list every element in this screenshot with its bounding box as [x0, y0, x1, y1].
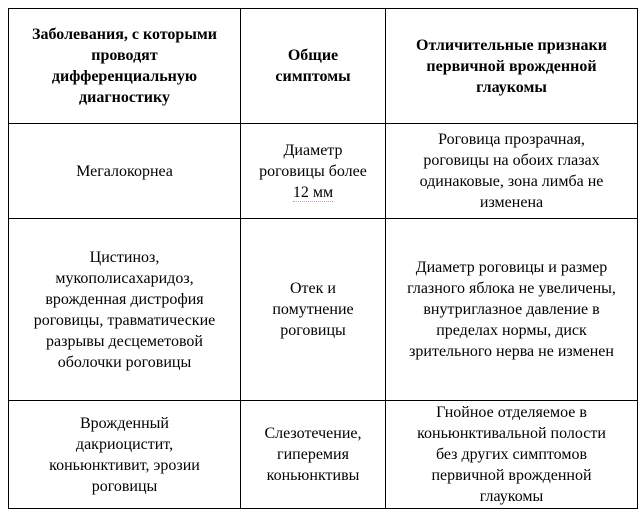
signs-cell: Роговица прозрачная, роговицы на обоих г…	[385, 123, 638, 219]
disease-cell: Цистиноз, мукополисахаридоз, врожденная …	[8, 218, 241, 401]
disease-cell: Врожденный дакриоцистит, коньюнктивит, э…	[8, 400, 241, 509]
symptoms-cell: Слезотечение, гиперемия коньюнктивы	[240, 400, 386, 509]
symptoms-cell: Диаметр роговицы более 12 мм	[240, 123, 386, 219]
symptoms-text: Диаметр роговицы более	[259, 141, 367, 180]
table-row: Цистиноз, мукополисахаридоз, врожденная …	[8, 218, 638, 401]
header-row: Заболевания, с которыми проводят диффере…	[8, 8, 638, 124]
signs-cell: Гнойное отделяемое в коньюнктивальной по…	[385, 400, 638, 509]
header-distinguishing-signs: Отличительные признаки первичной врожден…	[385, 8, 638, 124]
table-row: Мегалокорнеа Диаметр роговицы более 12 м…	[8, 123, 638, 219]
symptoms-text-underlined: 12 мм	[292, 183, 334, 202]
differential-diagnosis-table: Заболевания, с которыми проводят диффере…	[8, 8, 638, 509]
disease-cell: Мегалокорнеа	[8, 123, 241, 219]
header-diseases: Заболевания, с которыми проводят диффере…	[8, 8, 241, 124]
header-common-symptoms: Общие симптомы	[240, 8, 386, 124]
table-row: Врожденный дакриоцистит, коньюнктивит, э…	[8, 400, 638, 509]
signs-cell: Диаметр роговицы и размер глазного яблок…	[385, 218, 638, 401]
symptoms-cell: Отек и помутнение роговицы	[240, 218, 386, 401]
